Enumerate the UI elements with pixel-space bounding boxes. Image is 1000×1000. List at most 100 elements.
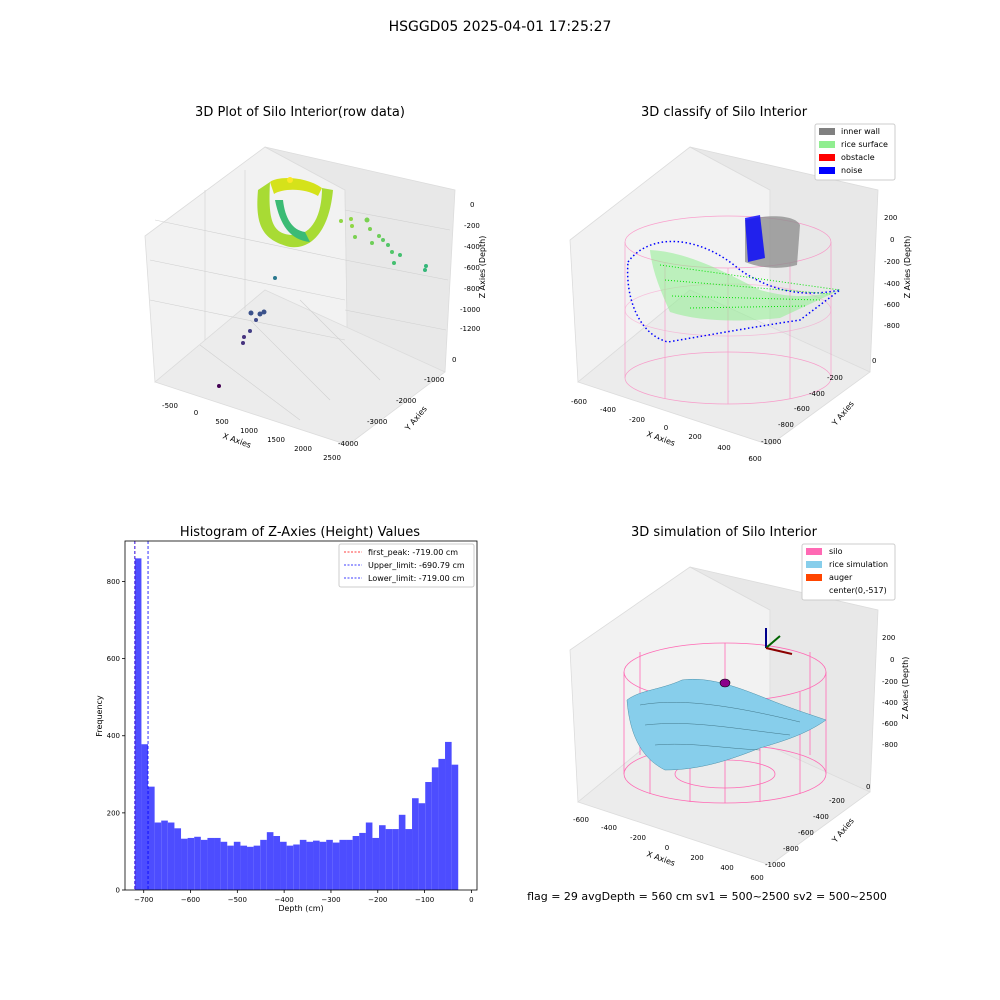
simulation-3d-legend: silo rice simulation auger center(0,-517…	[801, 543, 896, 601]
histogram-x-tick-label: −700	[134, 896, 153, 904]
simulation-3d-x-ticks: -600 -400 -200 0 200 400 600	[573, 816, 764, 882]
histogram-bar	[200, 839, 208, 890]
raw-3d-point	[349, 217, 353, 221]
classify-3d-y-tick: 0	[872, 357, 876, 365]
simulation-3d-z-tick: 0	[890, 656, 894, 664]
simulation-3d-z-tick: 200	[882, 634, 895, 642]
histogram-bar	[141, 744, 149, 890]
raw-3d-z-tick: -200	[464, 222, 480, 230]
raw-3d-point	[424, 264, 428, 268]
panel-histogram: Histogram of Z-Axies (Height) Values −70…	[95, 525, 478, 913]
histogram-bar	[372, 837, 380, 890]
legend-label-first-peak: first_peak: -719.00 cm	[368, 548, 458, 557]
raw-3d-x-tick: 1500	[267, 436, 285, 444]
raw-3d-point	[368, 227, 372, 231]
raw-3d-z-tick: -800	[464, 285, 480, 293]
classify-3d-z-ticks: 200 0 -200 -400 -600 -800	[884, 214, 900, 330]
classify-3d-noise-cluster	[745, 215, 765, 262]
legend-label-noise: noise	[841, 166, 862, 175]
raw-3d-y-ticks: 0 -1000 -2000 -3000 -4000	[338, 356, 456, 448]
histogram-bar	[247, 846, 254, 890]
simulation-3d-x-label: X Axies	[645, 849, 676, 868]
histogram-bar	[425, 782, 432, 890]
histogram-bar	[194, 836, 201, 890]
raw-3d-point	[377, 234, 381, 238]
histogram-bar	[365, 822, 373, 890]
classify-3d-legend: inner wall rice surface obstacle noise	[814, 123, 896, 181]
histogram-bar	[398, 814, 406, 890]
simulation-3d-z-tick: -400	[882, 699, 898, 707]
raw-3d-z-tick: 0	[470, 201, 474, 209]
histogram-x-tick-label: −200	[368, 896, 387, 904]
histogram-bar	[187, 837, 195, 890]
histogram-x-tick-label: −400	[275, 896, 294, 904]
histogram-y-tick-label: 200	[107, 809, 120, 817]
classify-3d-y-tick: -1000	[761, 438, 781, 446]
raw-3d-x-ticks: -500 0 500 1000 1500 2000 2500	[162, 402, 341, 462]
simulation-3d-x-tick: 600	[750, 874, 763, 882]
classify-3d-z-label: Z Axies (Depth)	[903, 236, 912, 299]
histogram-vlines	[134, 541, 149, 890]
classify-3d-rice-streaks	[659, 264, 841, 309]
auger-axis-y	[765, 635, 781, 649]
histogram-y-tick-label: 400	[107, 732, 120, 740]
raw-3d-y-tick: 0	[452, 356, 456, 364]
legend-label-obstacle: obstacle	[841, 153, 875, 162]
simulation-3d-x-tick: -200	[630, 834, 646, 842]
legend-swatch-silo	[806, 548, 822, 555]
histogram-bar	[286, 845, 294, 890]
histogram-bar	[405, 829, 413, 890]
histogram-x-tick-label: −300	[321, 896, 340, 904]
raw-3d-y-label: Y Axies	[403, 404, 429, 433]
classify-3d-x-tick: 400	[717, 444, 730, 452]
simulation-3d-center-marker	[719, 678, 731, 688]
classify-3d-legend-box	[814, 123, 896, 181]
simulation-3d-z-label: Z Axies (Depth)	[901, 657, 910, 720]
raw-3d-point	[287, 177, 293, 183]
raw-3d-point-cloud-main	[257, 182, 333, 248]
histogram-bar	[359, 832, 366, 890]
raw-3d-point	[217, 384, 221, 388]
histogram-bar	[319, 841, 327, 890]
simulation-3d-y-tick: -200	[829, 797, 845, 805]
histogram-bar	[266, 832, 274, 890]
simulation-3d-y-tick: -1000	[765, 861, 785, 869]
legend-label-silo: silo	[829, 547, 843, 556]
legend-swatch-rice-surface	[819, 141, 835, 148]
raw-3d-x-tick: 2500	[323, 454, 341, 462]
histogram-bar	[306, 841, 314, 890]
histogram-bar	[167, 822, 175, 890]
raw-3d-point	[242, 335, 246, 339]
histogram-title: Histogram of Z-Axies (Height) Values	[180, 525, 420, 540]
simulation-3d-title: 3D simulation of Silo Interior	[631, 525, 818, 540]
raw-3d-panes	[144, 146, 456, 446]
histogram-bar	[174, 828, 182, 890]
raw-3d-point-cloud-rim	[270, 178, 322, 196]
histogram-bar	[385, 829, 393, 890]
simulation-3d-x-tick: 200	[690, 854, 703, 862]
histogram-y-tick-label: 600	[107, 655, 120, 663]
raw-3d-point	[386, 243, 390, 247]
raw-3d-point	[350, 224, 354, 228]
classify-3d-y-tick: -800	[778, 421, 794, 429]
histogram-y-tick-label: 800	[107, 578, 120, 586]
legend-label-inner-wall: inner wall	[841, 127, 880, 136]
classify-3d-z-tick: -200	[884, 258, 900, 266]
histogram-bar	[161, 820, 168, 890]
classify-3d-y-tick: -600	[794, 405, 810, 413]
simulation-3d-y-tick: -400	[813, 813, 829, 821]
legend-swatch-noise	[819, 167, 835, 174]
raw-3d-y-tick: -4000	[338, 440, 358, 448]
histogram-bar	[134, 558, 142, 890]
histogram-x-tick-label: −500	[228, 896, 247, 904]
histogram-bar	[326, 839, 333, 890]
simulation-3d-z-tick: -600	[882, 720, 898, 728]
footer-status: flag = 29 avgDepth = 560 cm sv1 = 500~25…	[527, 890, 887, 903]
raw-3d-point-cloud-shadow	[275, 200, 310, 242]
classify-3d-x-ticks: -600 -400 -200 0 200 400 600	[571, 398, 762, 463]
histogram-y-label: Frequency	[95, 695, 104, 737]
classify-3d-x-tick: 200	[688, 433, 701, 441]
raw-3d-x-tick: 1000	[240, 427, 258, 435]
simulation-3d-y-tick: -800	[783, 845, 799, 853]
raw-3d-z-tick: -1200	[460, 325, 480, 333]
